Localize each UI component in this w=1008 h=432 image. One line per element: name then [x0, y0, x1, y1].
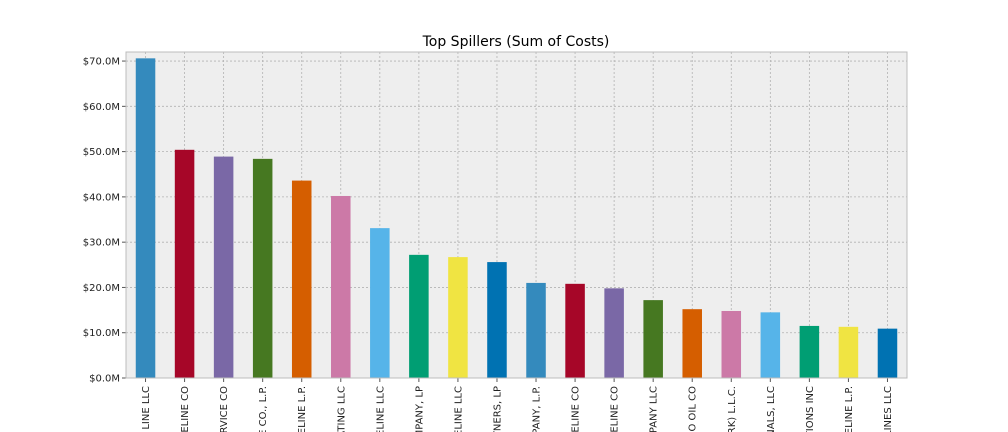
x-tick-label: PELINE CO	[180, 386, 191, 432]
x-tick-label: IPANY LLC	[649, 386, 660, 432]
y-tick-label: $50.0M	[83, 147, 120, 158]
x-tick-label: MPANY, LP	[414, 386, 425, 432]
bar	[643, 300, 663, 378]
bar	[331, 195, 351, 378]
bar	[526, 282, 546, 378]
x-tick-label: ELINE LLC	[453, 386, 464, 432]
y-tick-label: $40.0M	[83, 192, 120, 203]
y-axis-ticks: $0.0M $10.0M $20.0M $30.0M $40.0M $50.0M $60.0…	[83, 57, 126, 385]
bar	[721, 310, 742, 378]
plot-area	[125, 51, 908, 379]
x-tick-label: ELINE LLC	[375, 386, 386, 432]
x-tick-label: ERVICE CO	[219, 386, 230, 432]
bar	[448, 257, 468, 378]
bar	[799, 325, 820, 378]
bars	[135, 58, 898, 378]
x-tick-label: PELINE CO	[571, 386, 582, 432]
x-tick-label: TNERS, LP	[492, 386, 503, 432]
plot-border	[125, 51, 908, 379]
x-tick-label: CO OIL CO	[688, 386, 699, 432]
x-tick-label: ELINE L.P.	[844, 386, 855, 432]
x-tick-label: ATING LLC	[336, 386, 347, 432]
x-tick-label: E LINE LLC	[141, 386, 152, 432]
x-tick-label: E CO., L.P.	[258, 386, 269, 432]
x-tick-label: PELINE CO	[610, 386, 621, 432]
bar	[877, 328, 898, 378]
x-tick-label: ELINE L.P.	[297, 386, 308, 432]
x-tick-label: NALS, LLC	[766, 386, 777, 432]
bar	[135, 58, 156, 378]
bar	[370, 228, 390, 378]
bar	[760, 312, 781, 378]
y-tick-label: $0.0M	[89, 374, 120, 385]
bar	[487, 262, 507, 378]
x-tick-label: RK) L.L.C.	[727, 386, 738, 432]
bar	[291, 180, 312, 378]
bar	[682, 309, 702, 378]
y-tick-label: $60.0M	[83, 102, 120, 113]
bar	[565, 283, 585, 378]
y-tick-label: $10.0M	[83, 328, 120, 339]
y-tick-label: $20.0M	[83, 283, 120, 294]
bar	[409, 254, 429, 378]
chart-title: Top Spillers (Sum of Costs)	[422, 34, 610, 50]
bar	[174, 149, 195, 378]
y-tick-label: $70.0M	[83, 57, 120, 68]
bar	[838, 326, 859, 378]
bar	[252, 158, 273, 378]
bar	[604, 288, 624, 378]
x-tick-label: TIONS INC	[805, 386, 816, 432]
y-tick-label: $30.0M	[83, 238, 120, 249]
bar	[213, 156, 234, 378]
x-axis-ticks: E LINE LLC PELINE CO ERVICE CO E CO., L.P. E…	[141, 378, 894, 432]
x-tick-label: PANY, L.P.	[532, 386, 543, 432]
x-tick-label: LINES LLC	[883, 386, 894, 432]
